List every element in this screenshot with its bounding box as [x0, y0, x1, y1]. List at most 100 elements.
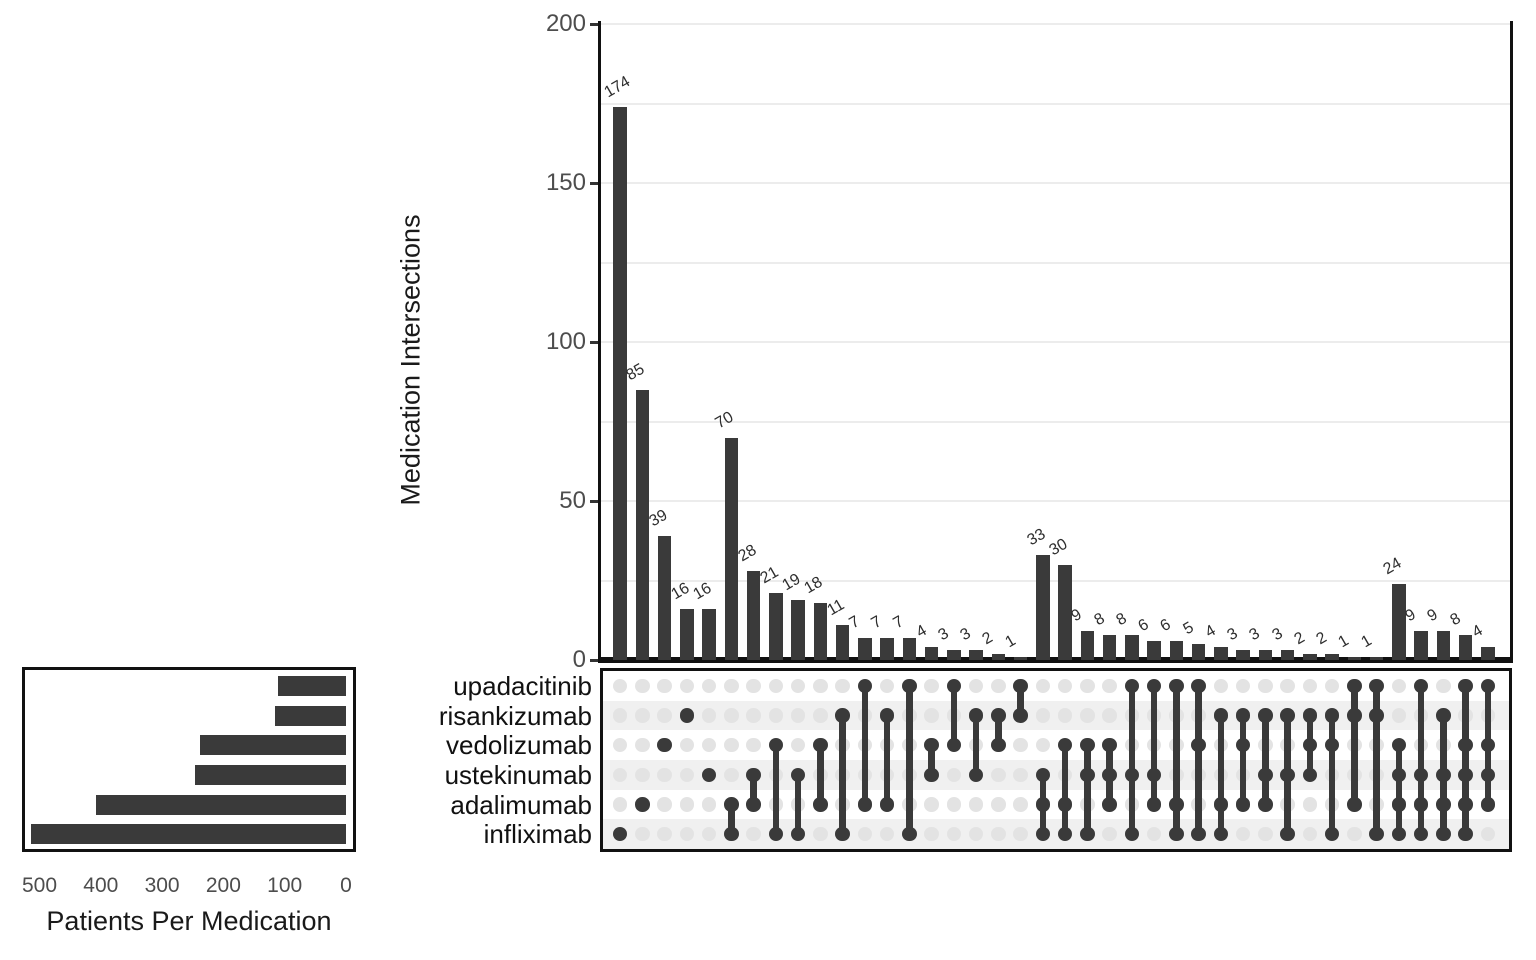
matrix-connector [950, 685, 957, 746]
matrix-dot-empty [991, 826, 1006, 842]
intersection-bar [1214, 647, 1228, 660]
matrix-dot-empty [679, 797, 694, 812]
matrix-dot-filled [1458, 797, 1473, 812]
matrix-connector [1395, 745, 1402, 835]
matrix-dot-filled [813, 737, 828, 753]
matrix-connector [1061, 745, 1069, 835]
matrix-dot-filled [991, 708, 1006, 723]
matrix-dot-filled [1413, 797, 1429, 812]
matrix-dot-filled [902, 826, 917, 842]
matrix-dot-filled [1258, 797, 1273, 812]
intersection-bar [1481, 647, 1495, 660]
matrix-dot-filled [1369, 708, 1384, 723]
set-label: infliximab [483, 819, 592, 850]
intersection-bar [858, 637, 872, 660]
set-size-tick-label: 100 [267, 874, 303, 897]
intersection-bar [1236, 650, 1250, 660]
matrix-dot-empty [657, 767, 672, 783]
intersection-bar [1080, 631, 1094, 660]
matrix-dot-filled [1480, 678, 1495, 694]
intersection-count-label: 39 [646, 506, 670, 531]
matrix-dot-empty [768, 678, 783, 694]
matrix-dot-filled [1235, 797, 1251, 812]
intersection-bar [1013, 656, 1028, 660]
matrix-dot-empty [635, 826, 650, 842]
matrix-dot-filled [835, 708, 850, 723]
matrix-dot-filled [1080, 767, 1095, 783]
matrix-dot-filled [835, 826, 850, 842]
matrix-dot-filled [1057, 826, 1073, 842]
matrix-dot-empty [701, 797, 717, 812]
matrix-dot-empty [724, 708, 739, 723]
matrix-dot-filled [968, 708, 984, 723]
y-tick-label: 150 [545, 169, 586, 197]
intersection-bar [680, 609, 694, 660]
matrix-dot-empty [724, 737, 739, 753]
matrix-dot-empty [746, 678, 761, 694]
gridline [600, 23, 1512, 26]
matrix-dot-empty [924, 678, 939, 694]
matrix-connector [928, 745, 935, 775]
matrix-connector [883, 715, 891, 805]
matrix-dot-filled [1480, 767, 1495, 783]
matrix-dot-filled [1191, 737, 1206, 753]
intersection-bar [902, 637, 916, 660]
matrix-dot-filled [679, 708, 694, 723]
matrix-dot-filled [1213, 826, 1228, 842]
intersection-bar [1058, 564, 1072, 660]
matrix-panel-border [600, 668, 1512, 852]
matrix-dot-filled [924, 737, 939, 753]
gridline [600, 420, 1512, 423]
matrix-dot-filled [635, 797, 650, 812]
matrix-connector [750, 774, 757, 805]
matrix-dot-empty [657, 826, 672, 842]
matrix-connector [839, 715, 846, 835]
matrix-dot-empty [1035, 678, 1050, 694]
matrix-dot-empty [968, 826, 984, 842]
matrix-dot-filled [612, 826, 628, 842]
intersection-bar [813, 602, 827, 660]
intersection-count-label: 85 [623, 360, 648, 385]
matrix-dot-filled [1124, 767, 1139, 783]
matrix-dot-filled [1057, 797, 1073, 812]
matrix-dot-empty [1258, 678, 1273, 694]
intersection-bar [1169, 640, 1183, 660]
matrix-dot-filled [790, 767, 806, 783]
intersection-bar [746, 571, 761, 660]
set-size-bar [194, 764, 346, 785]
set-label: ustekinumab [444, 759, 592, 790]
matrix-dot-empty [1302, 678, 1317, 694]
matrix-dot-filled [1436, 826, 1451, 842]
intersection-bar [924, 647, 939, 660]
matrix-dot-filled [1347, 797, 1362, 812]
set-label: adalimumab [450, 789, 592, 820]
y-axis-line [598, 21, 601, 663]
matrix-dot-filled [1347, 678, 1362, 694]
matrix-dot-empty [790, 708, 806, 723]
intersection-count-label: 24 [1380, 554, 1405, 578]
intersection-bar [791, 599, 805, 660]
matrix-dot-empty [612, 767, 628, 783]
matrix-dot-empty [701, 678, 717, 694]
matrix-dot-filled [1324, 737, 1340, 753]
matrix-dot-filled [1391, 826, 1406, 842]
matrix-dot-filled [1413, 767, 1429, 783]
matrix-dot-empty [746, 826, 761, 842]
matrix-dot-empty [612, 678, 628, 694]
set-size-bar [277, 675, 346, 696]
matrix-dot-filled [790, 826, 806, 842]
intersection-bar [1102, 634, 1117, 660]
set-size-tick-label: 500 [21, 874, 58, 897]
gridline [600, 102, 1512, 105]
gridline [600, 500, 1512, 503]
matrix-dot-filled [946, 737, 961, 753]
y-tick-label: 100 [545, 328, 586, 356]
matrix-dot-filled [1146, 797, 1162, 812]
y-tick-label: 50 [559, 487, 586, 515]
matrix-dot-empty [813, 708, 828, 723]
matrix-dot-empty [746, 708, 761, 723]
matrix-dot-filled [1391, 767, 1406, 783]
matrix-dot-filled [1458, 678, 1473, 694]
matrix-dot-filled [879, 797, 895, 812]
